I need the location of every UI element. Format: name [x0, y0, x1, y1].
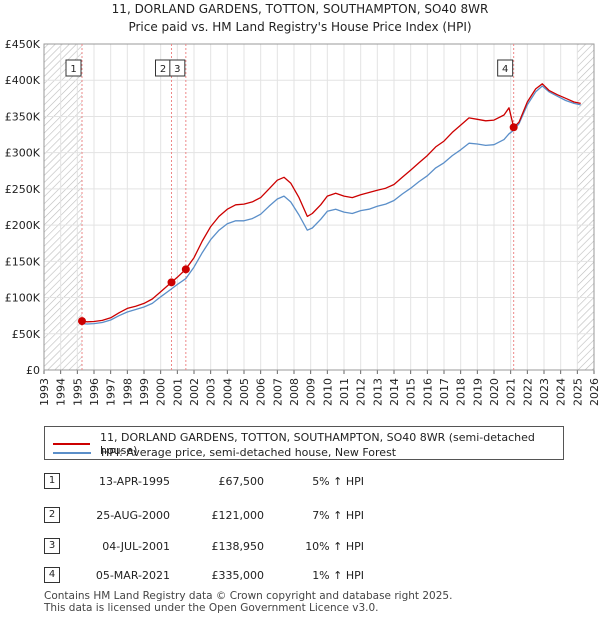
x-tick-label: 2002 — [188, 378, 201, 406]
hpi-line — [81, 85, 581, 325]
x-tick-label: 2011 — [338, 378, 351, 406]
sale-label-number: 1 — [70, 64, 76, 75]
y-tick-label: £200K — [5, 219, 41, 232]
x-tick-label: 2005 — [238, 378, 251, 406]
sale-label-box — [65, 59, 82, 77]
legend-label-hpi: HPI: Average price, semi-detached house,… — [101, 446, 397, 459]
sale-hpi-change: 7% ↑ HPI — [312, 509, 364, 522]
legend-label-property: 11, DORLAND GARDENS, TOTTON, SOUTHAMPTON… — [99, 431, 535, 457]
sale-date: 25-AUG-2000 — [96, 509, 170, 522]
sale-row: 4 05-MAR-2021 £335,000 1% ↑ HPI — [44, 567, 444, 585]
x-tick-label: 1993 — [38, 378, 51, 406]
x-tick-label: 2008 — [288, 378, 301, 406]
sale-point — [509, 123, 518, 132]
sale-number-badge: 2 — [44, 507, 60, 523]
sale-price: £121,000 — [211, 509, 265, 522]
chart-title: 11, DORLAND GARDENS, TOTTON, SOUTHAMPTON… — [112, 2, 489, 16]
footer-copyright: Contains HM Land Registry data © Crown c… — [44, 590, 453, 602]
x-tick-label: 1998 — [121, 378, 134, 406]
x-tick-label: 2024 — [555, 378, 568, 406]
x-tick-label: 2021 — [505, 378, 518, 406]
x-tick-label: 2004 — [221, 378, 234, 406]
y-tick-label: £0 — [26, 364, 40, 377]
sale-price: £335,000 — [211, 569, 265, 582]
sale-date: 13-APR-1995 — [98, 475, 170, 488]
sale-number-badge: 1 — [44, 473, 60, 489]
sale-label-number: 2 — [160, 64, 166, 75]
y-tick-label: £400K — [5, 74, 41, 87]
y-tick-label: £250K — [5, 183, 41, 196]
footer: Contains HM Land Registry data © Crown c… — [44, 590, 452, 614]
x-tick-label: 2010 — [321, 378, 334, 406]
price-chart: 11, DORLAND GARDENS, TOTTON, SOUTHAMPTON… — [5, 2, 600, 406]
legend: 11, DORLAND GARDENS, TOTTON, SOUTHAMPTON… — [44, 426, 564, 460]
sale-point — [78, 317, 86, 326]
x-tick-label: 2022 — [521, 378, 534, 406]
x-tick-label: 2025 — [571, 378, 584, 406]
sale-hpi-change: 10% ↑ HPI — [305, 540, 364, 553]
sale-price: £67,500 — [218, 475, 265, 488]
legend-item-property: 11, DORLAND GARDENS, TOTTON, SOUTHAMPTON… — [53, 431, 563, 457]
x-tick-label: 2023 — [538, 378, 551, 406]
sale-date: 05-MAR-2021 — [95, 569, 170, 582]
x-tick-label: 2012 — [355, 378, 368, 406]
sale-date: 04-JUL-2001 — [102, 540, 170, 553]
y-tick-label: £350K — [5, 110, 41, 123]
x-tick-label: 2017 — [438, 378, 451, 406]
x-tick-label: 2000 — [155, 378, 168, 406]
x-tick-label: 1996 — [88, 378, 101, 406]
x-tick-label: 2019 — [471, 378, 484, 406]
sale-hpi-change: 5% ↑ HPI — [312, 475, 364, 488]
sale-row: 2 25-AUG-2000 £121,000 7% ↑ HPI — [44, 507, 444, 525]
x-tick-label: 2013 — [371, 378, 384, 406]
x-tick-label: 2003 — [205, 378, 218, 406]
x-tick-label: 2020 — [488, 378, 501, 406]
x-tick-label: 2001 — [171, 378, 184, 406]
plot-frame — [43, 43, 595, 371]
y-tick-label: £100K — [5, 292, 41, 305]
x-tick-label: 2014 — [388, 378, 401, 406]
chart-subtitle: Price paid vs. HM Land Registry's House … — [128, 20, 471, 34]
x-tick-label: 1994 — [55, 378, 68, 406]
legend-swatch-property — [53, 443, 90, 445]
sale-label-box — [169, 59, 186, 77]
sale-price: £138,950 — [211, 540, 265, 553]
x-tick-label: 1999 — [138, 378, 151, 406]
x-tick-label: 2006 — [255, 378, 268, 406]
sale-label-number: 4 — [502, 64, 508, 75]
footer-license: This data is licensed under the Open Gov… — [44, 602, 379, 614]
sale-label-box — [497, 59, 514, 77]
legend-item-hpi: HPI: Average price, semi-detached house,… — [53, 446, 396, 459]
sale-row: 3 04-JUL-2001 £138,950 10% ↑ HPI — [44, 538, 444, 556]
x-tick-label: 2026 — [588, 378, 600, 406]
sale-row: 1 13-APR-1995 £67,500 5% ↑ HPI — [44, 473, 444, 491]
x-tick-label: 1997 — [105, 378, 118, 406]
x-tick-label: 1995 — [71, 378, 84, 406]
sale-point — [181, 265, 190, 274]
hatched-region — [577, 44, 594, 370]
sale-number-badge: 4 — [44, 567, 60, 583]
sale-point — [167, 278, 176, 287]
legend-swatch-hpi — [53, 451, 91, 454]
x-tick-label: 2007 — [271, 378, 284, 406]
sale-hpi-change: 1% ↑ HPI — [312, 569, 364, 582]
x-tick-label: 2009 — [305, 378, 318, 406]
sale-label-number: 3 — [174, 64, 180, 75]
sale-number-badge: 3 — [44, 538, 60, 554]
y-tick-label: £150K — [5, 255, 41, 268]
x-tick-label: 2018 — [455, 378, 468, 406]
y-tick-label: £300K — [5, 147, 41, 160]
y-tick-label: £50K — [12, 328, 41, 341]
y-tick-label: £450K — [5, 38, 41, 51]
property-price-line — [81, 83, 581, 323]
x-tick-label: 2016 — [421, 378, 434, 406]
hatched-region — [44, 44, 82, 370]
x-tick-label: 2015 — [405, 378, 418, 406]
